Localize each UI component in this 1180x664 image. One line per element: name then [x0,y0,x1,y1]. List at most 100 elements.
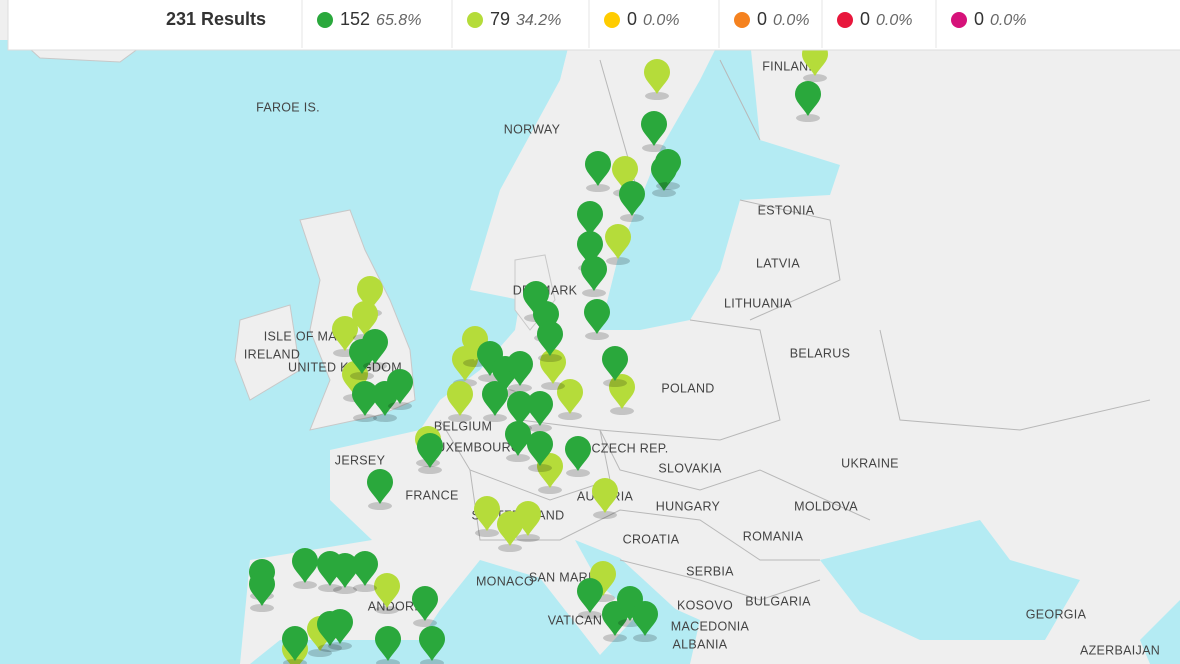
pin-shadow [620,214,644,222]
country-label: ESTONIA [758,203,815,217]
country-label: POLAND [661,381,714,395]
pin-shadow [528,464,552,472]
pin [249,571,275,606]
pin [602,601,628,636]
pin [533,301,559,336]
pin [292,548,318,583]
pin [537,321,563,356]
pin [374,573,400,608]
pin [375,626,401,661]
pin [527,431,553,466]
pin [537,453,563,488]
pin [352,301,378,336]
pin-shadow [645,92,669,100]
pin-shadow [656,182,680,190]
status-dot [317,12,333,28]
pin-shadow [353,414,377,422]
pin-shadow [368,502,392,510]
pin [282,626,308,661]
results-bar: 231 Results 152 65.8% 79 34.2% 0 0.0% 0 0.0% 0 0.… [7,0,1180,51]
pin [357,276,383,311]
pin-shadow [652,189,676,197]
country-label: MACEDONIA [671,619,750,633]
pin-shadow [506,454,530,462]
pin [577,578,603,613]
status-count: 0 [860,9,870,29]
pin [644,59,670,94]
country-label: HUNGARY [656,499,721,513]
pin-shadow [578,611,602,619]
pin-shadow [541,382,565,390]
pin-shadow [293,581,317,589]
pin [352,381,378,416]
pin-shadow [582,289,606,297]
pin-shadow [796,114,820,122]
country-label: CZECH REP. [591,441,668,455]
pin-shadow [558,412,582,420]
pin-shadow [353,584,377,592]
country-label: MOLDOVA [794,499,858,513]
status-count: 152 [340,9,370,29]
pin-shadow [420,659,444,664]
pin-shadow [603,379,627,387]
pin [332,553,358,588]
pin [577,201,603,236]
pin [417,433,443,468]
status-percent: 0.0% [990,12,1026,29]
pin [477,341,503,376]
pin-shadow [475,529,499,537]
pin [655,149,681,184]
status-dot [951,12,967,28]
status-count: 0 [627,9,637,29]
pin-shadow [308,649,332,657]
pin-shadow [373,414,397,422]
pin-shadow [448,414,472,422]
status-percent: 0.0% [643,12,679,29]
country-label: LUXEMBOURG [429,440,521,454]
country-label: IRELAND [244,347,300,361]
pin [474,496,500,531]
pin-shadow [516,534,540,542]
status-count: 0 [974,9,984,29]
pin-shadow [375,606,399,614]
pin [527,391,553,426]
pin [584,299,610,334]
country-label: VATICAN [548,613,602,627]
pin-shadow [283,659,307,664]
pin-shadow [593,511,617,519]
status-percent: 65.8% [376,12,421,29]
pin-shadow [318,584,342,592]
pin [412,586,438,621]
pin-shadow [538,486,562,494]
pin-shadow [538,354,562,362]
country-label: AZERBAIJAN [1080,643,1160,657]
pin [632,601,658,636]
pin-shadow [388,402,412,410]
country-label: JERSEY [335,453,386,467]
pin [482,381,508,416]
pin [605,224,631,259]
pin [592,478,618,513]
pin [447,381,473,416]
pin [577,231,603,266]
pin [419,626,445,661]
country-label: NORWAY [504,122,561,136]
pin [462,326,488,361]
pin-shadow [603,634,627,642]
pins [249,41,828,664]
pin-shadow [610,407,634,415]
results-total: 231 Results [166,9,266,29]
pin-shadow [350,372,374,380]
country-label: BELGIUM [434,419,492,433]
pin-shadow [250,604,274,612]
pin [332,316,358,351]
pin-shadow [376,659,400,664]
pin-shadow [498,544,522,552]
stats: 152 65.8% 79 34.2% 0 0.0% 0 0.0% 0 0.0% 0 0.0% [301,0,1026,48]
pin [585,151,611,186]
pin [609,374,635,409]
pin-shadow [318,644,342,652]
country-label: FAROE IS. [256,100,320,114]
status-percent: 0.0% [773,12,809,29]
pin [590,561,616,596]
